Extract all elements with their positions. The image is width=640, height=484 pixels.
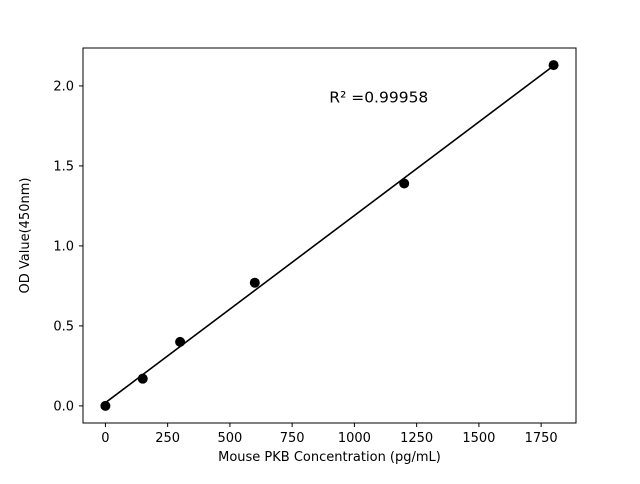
x-axis-label: Mouse PKB Concentration (pg/mL) — [218, 450, 441, 465]
y-tick-label: 0.5 — [53, 319, 74, 334]
x-tick-label: 500 — [217, 431, 242, 446]
axes-box — [82, 47, 577, 424]
y-axis-label: OD Value(450nm) — [18, 178, 33, 294]
x-tick-label: 1750 — [525, 431, 558, 446]
data-point — [137, 373, 148, 384]
data-point — [175, 336, 186, 347]
data-point — [399, 178, 410, 189]
r-squared-annotation: R² =0.99958 — [329, 88, 428, 106]
x-tick-label: 1250 — [400, 431, 433, 446]
x-tick-label: 750 — [280, 431, 305, 446]
x-tick-label: 0 — [101, 431, 109, 446]
data-point — [548, 60, 559, 71]
data-point — [249, 277, 260, 288]
x-tick-label: 1500 — [462, 431, 495, 446]
y-tick-label: 1.0 — [53, 239, 74, 254]
x-tick-label: 1000 — [338, 431, 371, 446]
x-tick-label: 250 — [155, 431, 180, 446]
y-tick-label: 0.0 — [53, 399, 74, 414]
data-point — [100, 400, 111, 411]
y-tick-label: 1.5 — [53, 159, 74, 174]
y-tick-label: 2.0 — [53, 79, 74, 94]
